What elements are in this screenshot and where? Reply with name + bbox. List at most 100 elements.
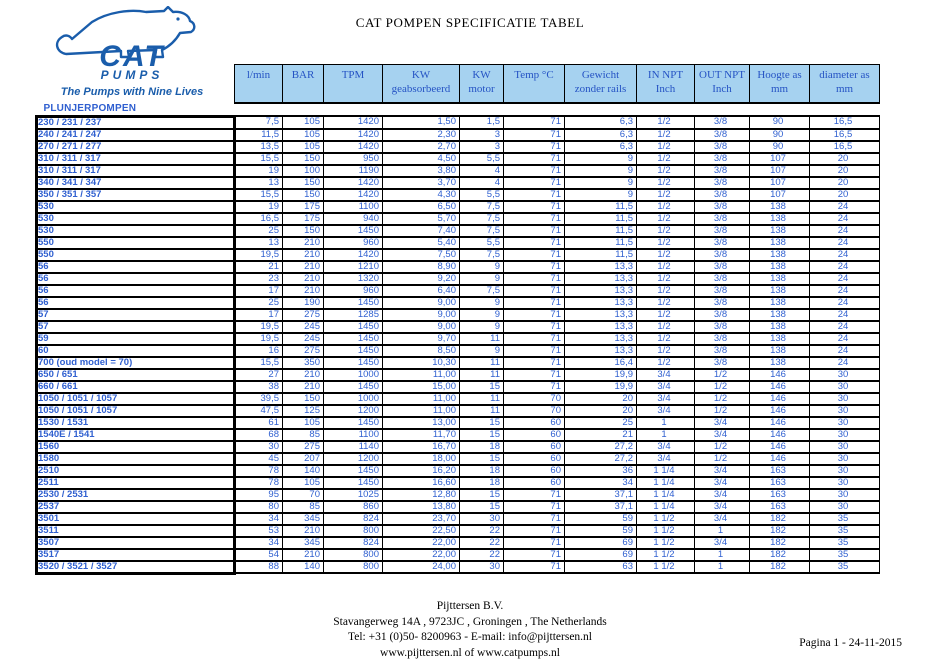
value-cell: 9	[564, 176, 637, 190]
value-cell: 16,60	[382, 476, 460, 490]
value-cell: 146	[749, 416, 810, 430]
value-cell: 105	[282, 128, 324, 142]
model-cell: 1560	[35, 440, 236, 454]
value-cell: 138	[749, 200, 810, 214]
value-cell: 163	[749, 488, 810, 502]
value-cell: 2,30	[382, 128, 460, 142]
value-cell: 210	[282, 272, 324, 286]
value-cell: 15,5	[234, 188, 283, 202]
value-cell: 9,00	[382, 320, 460, 334]
value-cell: 71	[503, 512, 565, 526]
table-row: 530 25 150 1450 7,40 7,5 71 11,5 1/2 3/8 138 24	[35, 224, 880, 238]
value-cell: 24	[809, 332, 880, 346]
value-cell: 71	[503, 500, 565, 514]
value-cell: 3/8	[694, 308, 750, 322]
value-cell: 1100	[323, 200, 383, 214]
value-cell: 107	[749, 152, 810, 166]
column-header: OUT NPT Inch	[694, 64, 750, 104]
value-cell: 35	[809, 524, 880, 538]
value-cell: 71	[503, 560, 565, 574]
value-cell: 138	[749, 236, 810, 250]
model-cell: 310 / 311 / 317	[35, 164, 236, 178]
pump-spec-table: l/min BAR TPM KW geabsorbeerd KW motor Temp °C G…	[35, 64, 880, 575]
model-cell: 340 / 341 / 347	[35, 176, 236, 190]
value-cell: 5,5	[459, 236, 504, 250]
value-cell: 210	[282, 284, 324, 298]
table-row: 700 (oud model = 70) 15,5 350 1450 10,30 11 71…	[35, 356, 880, 370]
value-cell: 1/2	[636, 212, 695, 226]
value-cell: 107	[749, 176, 810, 190]
value-cell: 3/8	[694, 152, 750, 166]
value-cell: 80	[234, 500, 283, 514]
value-cell: 85	[282, 500, 324, 514]
value-cell: 30	[809, 428, 880, 442]
value-cell: 105	[282, 115, 324, 130]
value-cell: 88	[234, 560, 283, 574]
header-gap-row: PLUNJERPOMPEN	[37, 103, 880, 117]
value-cell: 71	[503, 296, 565, 310]
value-cell: 15	[459, 428, 504, 442]
value-cell: 100	[282, 164, 324, 178]
value-cell: 1450	[323, 416, 383, 430]
value-cell: 24	[809, 308, 880, 322]
value-cell: 24	[809, 320, 880, 334]
column-header-line1: TPM	[341, 69, 365, 81]
value-cell: 1450	[323, 344, 383, 358]
column-header-line1: Gewicht	[581, 69, 620, 81]
table-row: 56 17 210 960 6,40 7,5 71 13,3 1/2 3/8 138 24	[35, 284, 880, 298]
value-cell: 800	[323, 560, 383, 574]
value-cell: 59	[564, 512, 637, 526]
table-row: 530 19 175 1100 6,50 7,5 71 11,5 1/2 3/8 138 24	[35, 200, 880, 214]
value-cell: 71	[503, 164, 565, 178]
value-cell: 1190	[323, 164, 383, 178]
value-cell: 3/8	[694, 140, 750, 154]
value-cell: 22,00	[382, 548, 460, 562]
value-cell: 30	[234, 440, 283, 454]
value-cell: 30	[809, 452, 880, 466]
value-cell: 138	[749, 212, 810, 226]
value-cell: 1/2	[636, 188, 695, 202]
value-cell: 11,5	[564, 224, 637, 238]
value-cell: 68	[234, 428, 283, 442]
value-cell: 15	[459, 380, 504, 394]
value-cell: 11,5	[234, 128, 283, 142]
value-cell: 24	[809, 236, 880, 250]
model-cell: 59	[35, 332, 236, 346]
value-cell: 60	[503, 476, 565, 490]
value-cell: 146	[749, 380, 810, 394]
value-cell: 146	[749, 368, 810, 382]
value-cell: 182	[749, 524, 810, 538]
value-cell: 4,50	[382, 152, 460, 166]
table-row: 240 / 241 / 247 11,5 105 1420 2,30 3 71 6,3 1/2 3…	[35, 128, 880, 142]
value-cell: 78	[234, 476, 283, 490]
model-cell: 230 / 231 / 237	[35, 114, 236, 130]
value-cell: 35	[809, 560, 880, 574]
value-cell: 60	[503, 464, 565, 478]
value-cell: 7,5	[459, 248, 504, 262]
value-cell: 21	[564, 428, 637, 442]
value-cell: 3/4	[694, 476, 750, 490]
model-cell: 700 (oud model = 70)	[35, 356, 236, 370]
value-cell: 1	[694, 560, 750, 574]
table-row: 2537 80 85 860 13,80 15 71 37,1 1 1/4 3/4 163 30	[35, 500, 880, 514]
value-cell: 1/2	[636, 128, 695, 142]
table-row: 57 17 275 1285 9,00 9 71 13,3 1/2 3/8 138 24	[35, 308, 880, 322]
value-cell: 800	[323, 548, 383, 562]
table-row: 60 16 275 1450 8,50 9 71 13,3 1/2 3/8 138 24	[35, 344, 880, 358]
value-cell: 27,2	[564, 440, 637, 454]
value-cell: 9	[459, 260, 504, 274]
value-cell: 1/2	[636, 224, 695, 238]
value-cell: 1210	[323, 260, 383, 274]
model-cell: 1540E / 1541	[35, 428, 236, 442]
value-cell: 47,5	[234, 404, 283, 418]
value-cell: 150	[282, 152, 324, 166]
value-cell: 190	[282, 296, 324, 310]
column-header-line2: Inch	[712, 83, 732, 95]
value-cell: 71	[503, 356, 565, 370]
value-cell: 107	[749, 164, 810, 178]
value-cell: 1025	[323, 488, 383, 502]
value-cell: 27	[234, 368, 283, 382]
value-cell: 1200	[323, 404, 383, 418]
value-cell: 1450	[323, 356, 383, 370]
value-cell: 6,50	[382, 200, 460, 214]
